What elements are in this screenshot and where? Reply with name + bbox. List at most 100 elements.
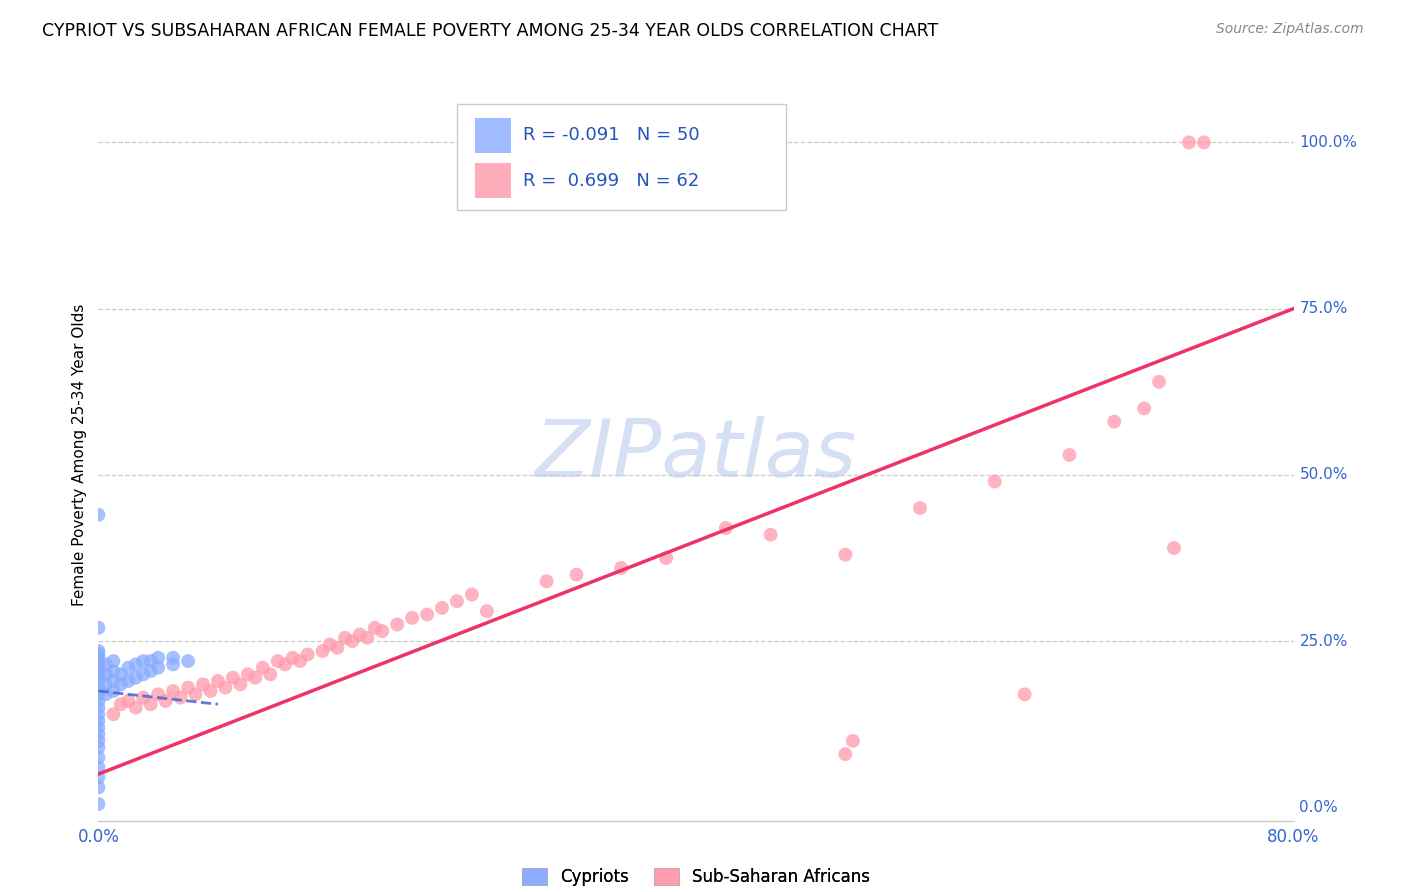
Point	[1104, 415, 1126, 429]
Point	[536, 574, 558, 589]
Point	[87, 721, 110, 735]
Point	[252, 661, 274, 675]
Point	[222, 671, 245, 685]
Point	[87, 681, 110, 695]
Point	[87, 654, 110, 668]
Point	[87, 648, 110, 662]
Text: 0.0%: 0.0%	[1299, 800, 1339, 814]
Point	[759, 527, 782, 541]
Point	[87, 644, 110, 658]
Point	[364, 621, 387, 635]
Point	[401, 611, 423, 625]
Point	[103, 684, 125, 698]
Point	[385, 617, 409, 632]
Point	[87, 657, 110, 672]
Point	[319, 637, 342, 651]
Point	[983, 475, 1005, 489]
Point	[117, 694, 139, 708]
Point	[87, 664, 110, 678]
Point	[1163, 541, 1185, 555]
Point	[610, 561, 633, 575]
Point	[356, 631, 378, 645]
Text: R =  0.699   N = 62: R = 0.699 N = 62	[523, 171, 699, 190]
Point	[87, 650, 110, 665]
Point	[94, 687, 117, 701]
Text: ZIPatlas: ZIPatlas	[534, 416, 858, 494]
Point	[259, 667, 281, 681]
Point	[125, 700, 148, 714]
Point	[311, 644, 333, 658]
Point	[132, 654, 155, 668]
Point	[416, 607, 439, 622]
Point	[446, 594, 468, 608]
Point	[214, 681, 236, 695]
Point	[371, 624, 394, 639]
Text: 100.0%: 100.0%	[1299, 135, 1358, 150]
Point	[94, 667, 117, 681]
Point	[110, 698, 132, 712]
Point	[87, 727, 110, 741]
Point	[148, 661, 170, 675]
Point	[274, 657, 297, 672]
Point	[117, 673, 139, 688]
Point	[342, 634, 364, 648]
FancyBboxPatch shape	[475, 118, 510, 153]
Point	[87, 687, 110, 701]
Point	[177, 654, 200, 668]
Point	[139, 654, 162, 668]
Point	[110, 677, 132, 691]
Point	[207, 673, 229, 688]
Point	[87, 671, 110, 685]
Point	[103, 673, 125, 688]
Point	[87, 621, 110, 635]
Point	[132, 667, 155, 681]
Point	[326, 640, 349, 655]
Text: CYPRIOT VS SUBSAHARAN AFRICAN FEMALE POVERTY AMONG 25-34 YEAR OLDS CORRELATION C: CYPRIOT VS SUBSAHARAN AFRICAN FEMALE POV…	[42, 22, 938, 40]
Point	[288, 654, 311, 668]
Point	[1147, 375, 1170, 389]
Point	[1192, 136, 1215, 150]
Point	[103, 664, 125, 678]
Point	[87, 714, 110, 728]
Point	[200, 684, 222, 698]
Point	[169, 690, 191, 705]
Point	[162, 657, 184, 672]
Point	[132, 690, 155, 705]
Point	[103, 654, 125, 668]
Point	[1014, 687, 1036, 701]
Point	[87, 780, 110, 795]
Text: R = -0.091   N = 50: R = -0.091 N = 50	[523, 127, 699, 145]
Point	[177, 681, 200, 695]
Point	[565, 567, 588, 582]
Point	[162, 650, 184, 665]
Point	[267, 654, 290, 668]
Point	[87, 667, 110, 681]
Point	[236, 667, 259, 681]
Point	[162, 684, 184, 698]
Point	[125, 671, 148, 685]
Text: 25.0%: 25.0%	[1299, 633, 1348, 648]
Point	[148, 650, 170, 665]
Text: 50.0%: 50.0%	[1299, 467, 1348, 483]
Point	[94, 657, 117, 672]
Point	[655, 551, 678, 566]
Point	[349, 627, 371, 641]
Point	[908, 501, 931, 516]
Point	[1178, 136, 1201, 150]
Point	[87, 760, 110, 774]
Text: 75.0%: 75.0%	[1299, 301, 1348, 316]
Point	[125, 657, 148, 672]
Text: Source: ZipAtlas.com: Source: ZipAtlas.com	[1216, 22, 1364, 37]
Point	[110, 667, 132, 681]
Point	[229, 677, 252, 691]
Point	[87, 797, 110, 811]
Point	[842, 734, 865, 748]
Point	[834, 548, 856, 562]
FancyBboxPatch shape	[457, 103, 786, 210]
Point	[87, 771, 110, 785]
Point	[1059, 448, 1081, 462]
Point	[87, 707, 110, 722]
Point	[87, 734, 110, 748]
Point	[191, 677, 214, 691]
Point	[155, 694, 177, 708]
